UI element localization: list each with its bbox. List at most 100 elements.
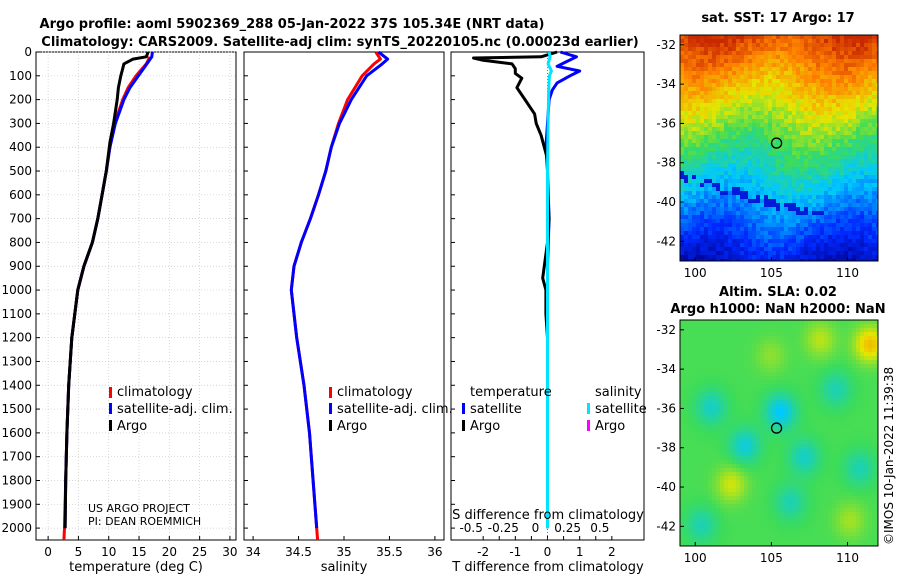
- y-tick-label: -36: [656, 116, 676, 130]
- map-cell: [688, 388, 693, 393]
- map-cell: [756, 320, 761, 325]
- map-cell: [732, 211, 737, 216]
- map-cell: [700, 71, 705, 76]
- map-cell: [700, 396, 705, 401]
- map-cell: [776, 119, 781, 124]
- map-cell: [712, 183, 717, 188]
- map-cell: [772, 219, 777, 224]
- map-cell: [680, 171, 685, 176]
- map-cell: [752, 348, 757, 353]
- map-cell: [756, 175, 761, 180]
- map-cell: [684, 207, 689, 212]
- map-cell: [872, 460, 877, 465]
- map-cell: [764, 163, 769, 168]
- map-cell: [760, 51, 765, 56]
- map-cell: [692, 388, 697, 393]
- map-cell: [796, 91, 801, 96]
- sla-map-image: [680, 320, 878, 546]
- map-cell: [812, 71, 817, 76]
- map-cell: [748, 368, 753, 373]
- map-cell: [808, 175, 813, 180]
- map-cell: [852, 408, 857, 413]
- map-cell: [732, 440, 737, 445]
- map-cell: [800, 63, 805, 68]
- map-cell: [684, 352, 689, 357]
- map-cell: [780, 83, 785, 88]
- map-cell: [800, 408, 805, 413]
- map-cell: [732, 195, 737, 200]
- map-cell: [816, 99, 821, 104]
- map-cell: [836, 39, 841, 44]
- map-cell: [740, 123, 745, 128]
- map-cell: [748, 135, 753, 140]
- map-cell: [876, 79, 878, 84]
- map-cell: [876, 456, 878, 461]
- map-cell: [700, 384, 705, 389]
- map-cell: [796, 55, 801, 60]
- map-cell: [684, 163, 689, 168]
- map-cell: [736, 368, 741, 373]
- legend-mark-t-satellite: [462, 403, 465, 414]
- map-cell: [828, 251, 833, 256]
- map-cell: [704, 155, 709, 160]
- map-cell: [832, 167, 837, 172]
- map-cell: [872, 95, 877, 100]
- map-cell: [716, 388, 721, 393]
- map-cell: [776, 392, 781, 397]
- map-cell: [844, 456, 849, 461]
- map-cell: [812, 332, 817, 337]
- map-cell: [876, 468, 878, 473]
- map-cell: [812, 444, 817, 449]
- map-cell: [868, 436, 873, 441]
- map-cell: [712, 71, 717, 76]
- map-cell: [740, 227, 745, 232]
- y-tick-label: 300: [9, 116, 32, 130]
- map-cell: [776, 131, 781, 136]
- map-cell: [728, 227, 733, 232]
- map-cell: [692, 211, 697, 216]
- map-cell: [824, 328, 829, 333]
- map-cell: [736, 55, 741, 60]
- map-cell: [840, 195, 845, 200]
- map-cell: [816, 91, 821, 96]
- map-cell: [772, 51, 777, 56]
- map-cell: [828, 135, 833, 140]
- map-cell: [716, 472, 721, 477]
- map-cell: [824, 131, 829, 136]
- map-cell: [704, 452, 709, 457]
- map-cell: [872, 127, 877, 132]
- map-cell: [744, 436, 749, 441]
- map-cell: [788, 452, 793, 457]
- map-cell: [744, 247, 749, 252]
- map-cell: [816, 55, 821, 60]
- map-cell: [688, 452, 693, 457]
- map-cell: [728, 360, 733, 365]
- map-cell: [752, 404, 757, 409]
- map-cell: [788, 231, 793, 236]
- map-cell: [760, 251, 765, 256]
- map-cell: [708, 456, 713, 461]
- map-cell: [764, 468, 769, 473]
- map-cell: [692, 167, 697, 172]
- map-cell: [800, 187, 805, 192]
- map-cell: [756, 416, 761, 421]
- map-cell: [864, 43, 869, 48]
- map-cell: [768, 135, 773, 140]
- map-cell: [784, 340, 789, 345]
- map-cell: [864, 392, 869, 397]
- map-cell: [704, 75, 709, 80]
- map-cell: [800, 452, 805, 457]
- map-cell: [824, 392, 829, 397]
- map-cell: [760, 400, 765, 405]
- map-cell: [796, 35, 801, 40]
- map-cell: [752, 119, 757, 124]
- map-cell: [720, 211, 725, 216]
- map-cell: [768, 247, 773, 252]
- map-cell: [768, 59, 773, 64]
- map-cell: [816, 151, 821, 156]
- map-cell: [692, 179, 697, 184]
- map-cell: [680, 324, 685, 329]
- map-cell: [876, 255, 878, 260]
- map-cell: [712, 348, 717, 353]
- map-cell: [764, 400, 769, 405]
